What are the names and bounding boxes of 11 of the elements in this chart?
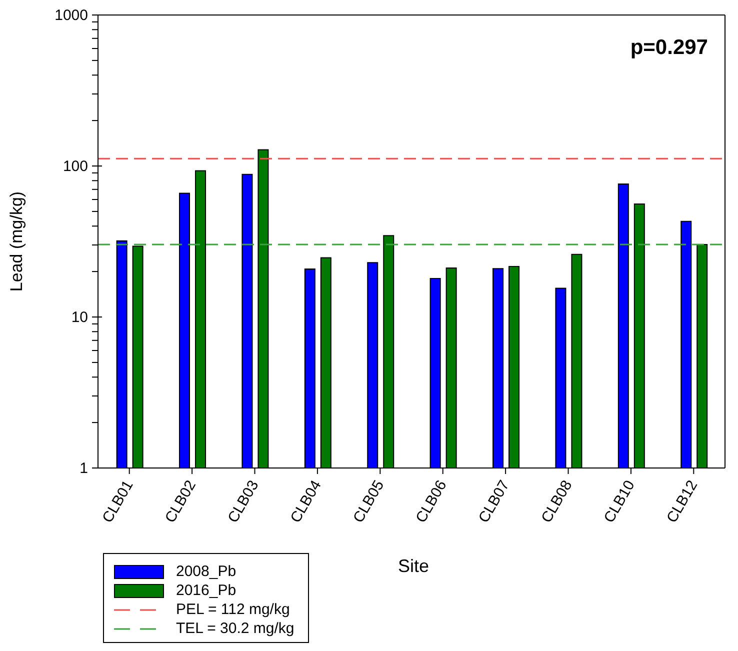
legend-label: 2008_Pb <box>176 563 236 580</box>
y-tick-label: 10 <box>71 309 88 326</box>
legend-label: 2016_Pb <box>176 582 236 599</box>
legend-label: TEL = 30.2 mg/kg <box>176 620 294 637</box>
y-tick-label: 1 <box>80 460 88 477</box>
y-tick-label: 100 <box>62 158 88 175</box>
x-axis-title: Site <box>398 556 430 577</box>
legend-label: PEL = 112 mg/kg <box>176 601 290 618</box>
annotation: p=0.297 <box>630 36 708 59</box>
y-axis-title: Lead (mg/kg) <box>7 191 26 292</box>
y-tick-label: 1000 <box>54 7 88 24</box>
